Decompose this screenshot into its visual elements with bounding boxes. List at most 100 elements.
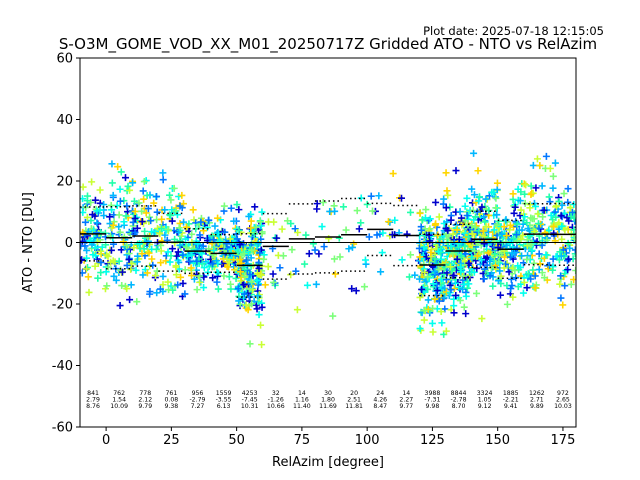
scatter-point [520, 278, 528, 286]
scatter-point [368, 207, 376, 215]
scatter-point [116, 185, 124, 193]
scatter-point [438, 319, 446, 327]
scatter-point [179, 279, 187, 287]
scatter-point [450, 302, 458, 310]
scatter-point [213, 278, 221, 286]
scatter-point [122, 212, 130, 220]
scatter-point [89, 251, 97, 259]
scatter-point [546, 165, 554, 173]
scatter-point [440, 195, 448, 203]
scatter-point [248, 300, 256, 308]
scatter-point [80, 269, 86, 277]
scatter-point [453, 255, 461, 263]
scatter-point [242, 301, 250, 309]
scatter-point [139, 271, 147, 279]
scatter-point [83, 213, 91, 221]
scatter-point [480, 275, 488, 283]
scatter-point [110, 240, 118, 248]
scatter-point [446, 263, 454, 271]
scatter-point [521, 190, 529, 198]
scatter-point [158, 215, 166, 223]
scatter-point [540, 206, 548, 214]
scatter-point [178, 191, 186, 199]
scatter-point [461, 217, 469, 225]
scatter-point [109, 221, 117, 229]
scatter-point [116, 302, 124, 310]
scatter-point [416, 209, 424, 217]
scatter-point [106, 213, 114, 221]
scatter-point [194, 240, 202, 248]
scatter-point [407, 208, 415, 216]
scatter-point [489, 282, 497, 290]
scatter-point [82, 265, 90, 273]
bin-stat-label: 1.80 [321, 397, 335, 404]
scatter-point [96, 186, 104, 194]
scatter-point [123, 202, 131, 210]
scatter-point [452, 167, 460, 175]
bin-stat-label: 1.05 [478, 397, 492, 404]
scatter-point [391, 216, 399, 224]
scatter-point [110, 218, 118, 226]
scatter-point [502, 241, 510, 249]
scatter-point [507, 275, 515, 283]
y-tick-label: 0 [65, 236, 73, 251]
scatter-point [130, 197, 138, 205]
scatter-point [471, 213, 479, 221]
scatter-point [443, 187, 451, 195]
scatter-point [389, 170, 397, 178]
scatter-point [225, 259, 233, 267]
scatter-point [80, 256, 86, 264]
bin-stat-label: 778 [139, 390, 151, 397]
scatter-point [481, 218, 489, 226]
scatter-point [475, 197, 483, 205]
scatter-point [144, 205, 152, 213]
scatter-point [530, 259, 538, 267]
scatter-point [254, 240, 262, 248]
scatter-point [209, 260, 217, 268]
scatter-point [463, 194, 471, 202]
scatter-point [405, 273, 413, 281]
scatter-point [391, 231, 399, 239]
scatter-point [561, 282, 569, 290]
scatter-point [493, 186, 501, 194]
scatter-point [539, 213, 547, 221]
scatter-point [475, 193, 483, 201]
scatter-point [270, 218, 278, 226]
scatter-point [255, 311, 263, 319]
scatter-point [557, 272, 565, 280]
scatter-point [325, 235, 333, 243]
scatter-point [570, 200, 576, 208]
scatter-point [197, 218, 205, 226]
bin-stat-label: 10.66 [267, 403, 285, 410]
scatter-point [226, 280, 234, 288]
scatter-point [157, 241, 165, 249]
scatter-point [435, 213, 443, 221]
scatter-point [227, 245, 235, 253]
scatter-point [515, 226, 523, 234]
scatter-point [486, 272, 494, 280]
scatter-point [384, 218, 392, 226]
scatter-point [109, 191, 117, 199]
scatter-point [434, 231, 442, 239]
scatter-point [234, 285, 242, 293]
scatter-point [429, 328, 437, 336]
scatter-point [276, 264, 284, 272]
scatter-point [251, 203, 259, 211]
scatter-point [510, 202, 518, 210]
bin-stat-label: 761 [165, 390, 177, 397]
scatter-point [456, 208, 464, 216]
scatter-point [84, 273, 92, 281]
scatter-point [500, 264, 508, 272]
scatter-point [312, 280, 320, 288]
scatter-point [235, 226, 243, 234]
bin-stat-label: 6.13 [217, 403, 231, 410]
scatter-point [566, 244, 574, 252]
scatter-point [205, 216, 213, 224]
scatter-point [220, 272, 228, 280]
scatter-point [473, 228, 481, 236]
bin-stat-label: 9.79 [138, 403, 152, 410]
scatter-point [319, 198, 327, 206]
scatter-point [461, 257, 469, 265]
scatter-point [120, 233, 128, 241]
scatter-point [375, 192, 383, 200]
